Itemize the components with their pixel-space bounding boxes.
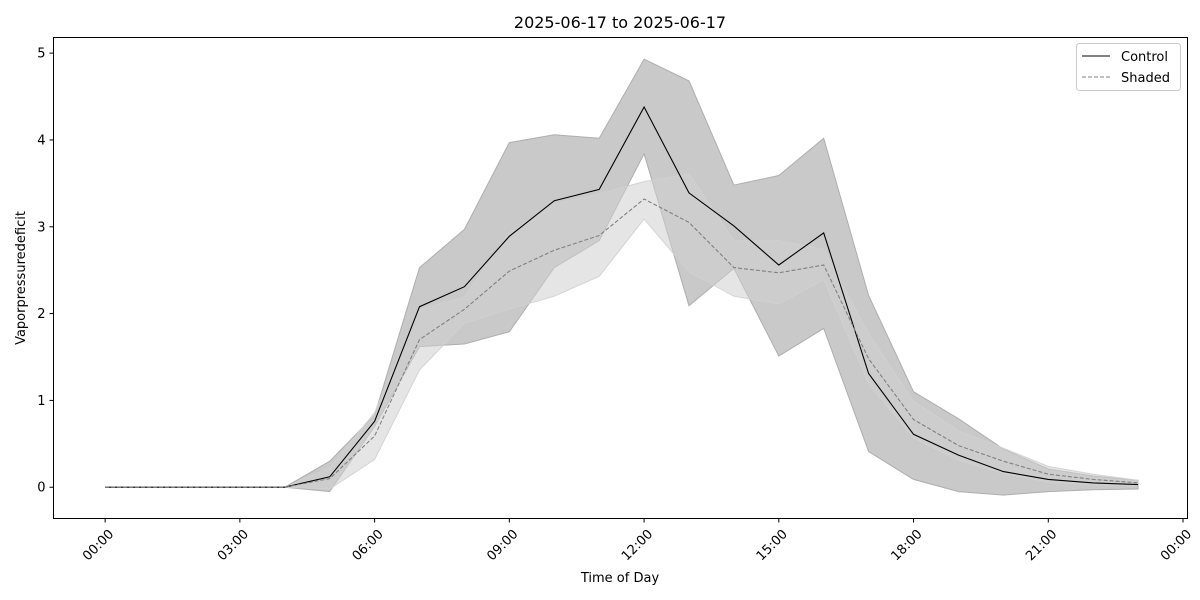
x-axis-label: Time of Day [580,571,660,586]
legend-label-shaded: Shaded [1121,71,1170,86]
y-tick-label: 4 [37,133,45,148]
y-axis-label: Vaporpressuredeficit [14,211,29,345]
y-tick-label: 1 [37,394,45,409]
series-line-control [105,105,1139,488]
series-lines [105,105,1139,488]
confidence-bands [105,58,1139,496]
y-tick-label: 0 [37,481,45,496]
legend-label-control: Control [1121,50,1168,65]
y-tick-label: 3 [37,220,45,235]
y-axis: 0 1 2 3 4 5 [37,47,54,496]
chart-title: 2025-06-17 to 2025-06-17 [514,13,726,32]
y-tick-label: 5 [37,47,45,62]
plot-frame [53,37,1188,519]
legend-box [1076,43,1181,91]
series-line-shaded [105,198,1139,488]
band-shaded [105,173,1139,490]
y-tick-label: 2 [37,307,45,322]
legend: Control Shaded [1076,43,1181,91]
